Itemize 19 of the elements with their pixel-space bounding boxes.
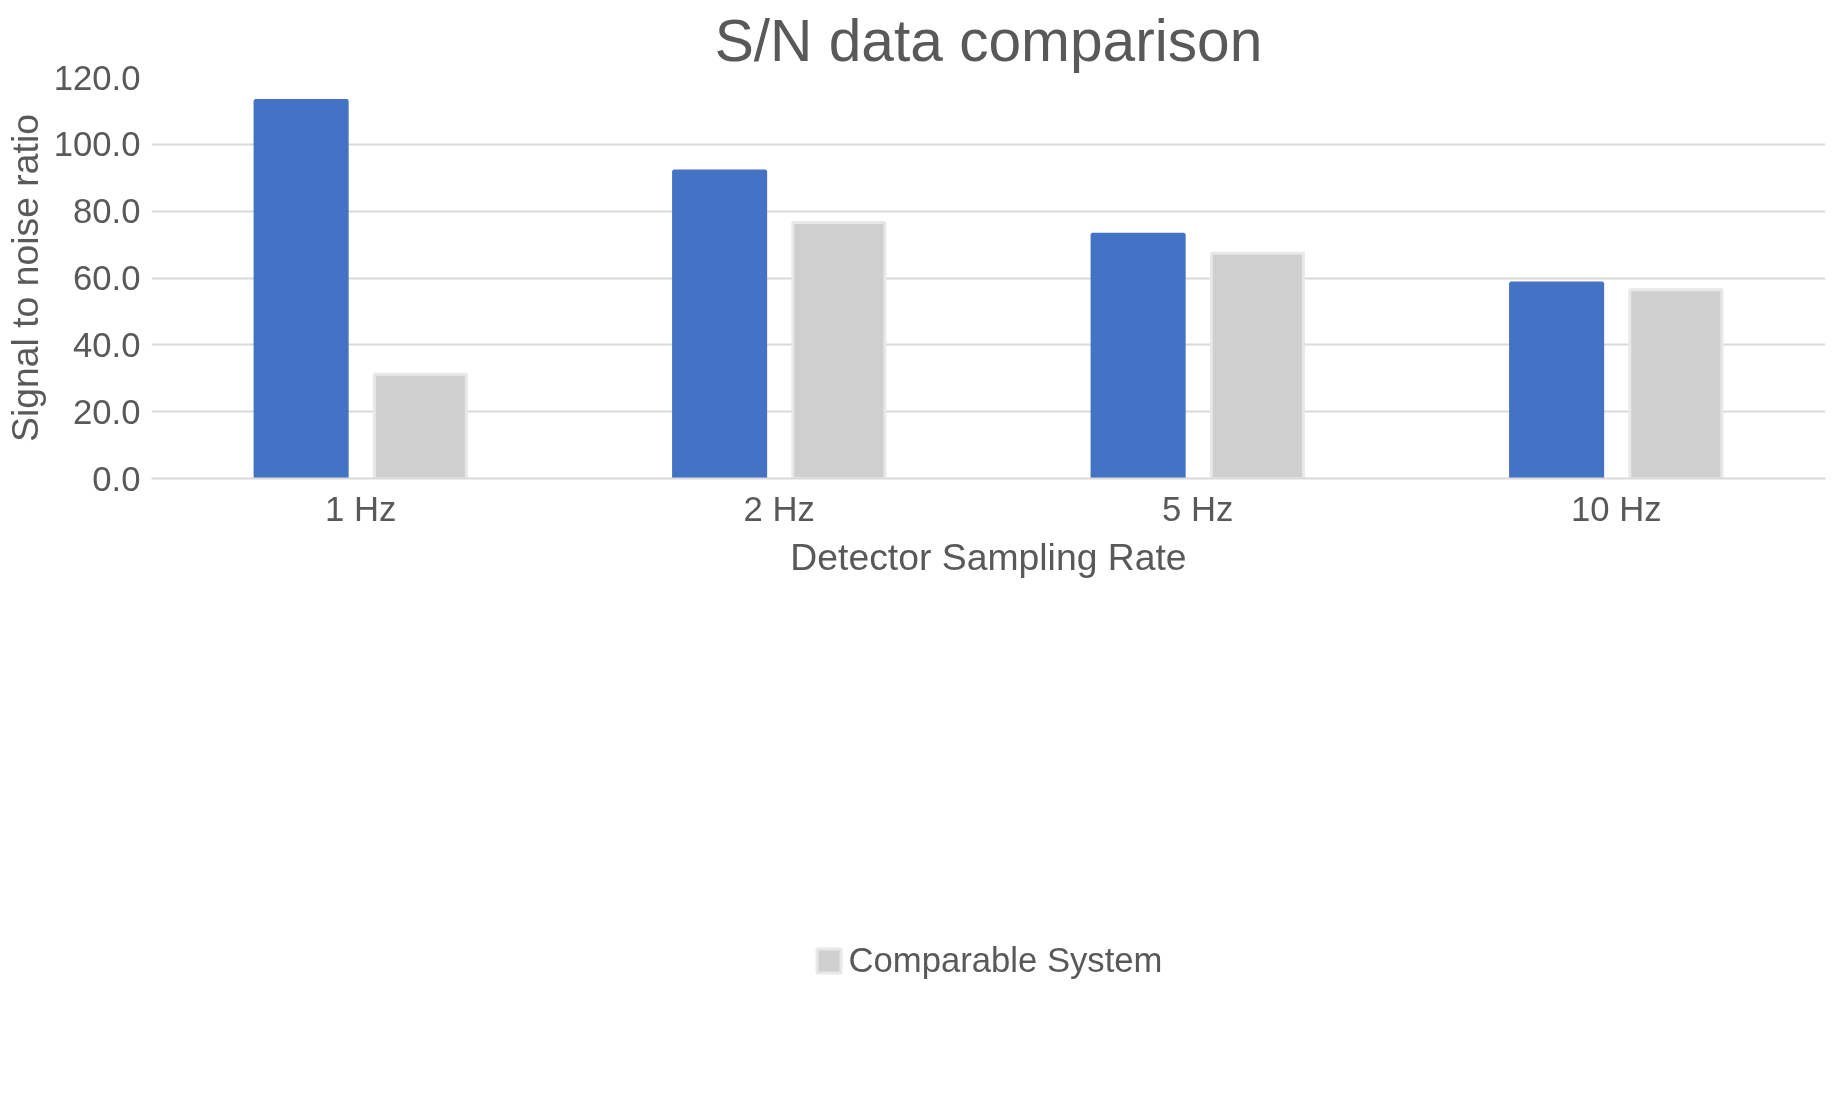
x-tick-label: 10 Hz [1570, 489, 1662, 528]
y-tick-label: 80.0 [73, 192, 141, 231]
x-tick-label: 2 Hz [743, 489, 815, 528]
bar [253, 99, 349, 479]
y-tick-label: 100.0 [53, 125, 141, 164]
x-axis-title: Detector Sampling Rate [790, 535, 1187, 578]
bar [672, 169, 768, 479]
bar [1090, 232, 1186, 479]
legend-label: Comparable System [848, 940, 1163, 980]
x-tick-label: 1 Hz [325, 489, 397, 528]
y-tick-label: 120.0 [53, 58, 141, 97]
bar [1509, 281, 1605, 479]
x-tick-label: 5 Hz [1162, 489, 1234, 528]
y-axis-title: Signal to noise ratio [3, 114, 46, 442]
y-tick-label: 0.0 [92, 459, 141, 498]
chart-title: S/N data comparison [714, 7, 1263, 73]
y-tick-label: 40.0 [73, 325, 141, 364]
y-tick-label: 60.0 [73, 259, 141, 297]
y-tick-label: 20.0 [73, 392, 141, 431]
